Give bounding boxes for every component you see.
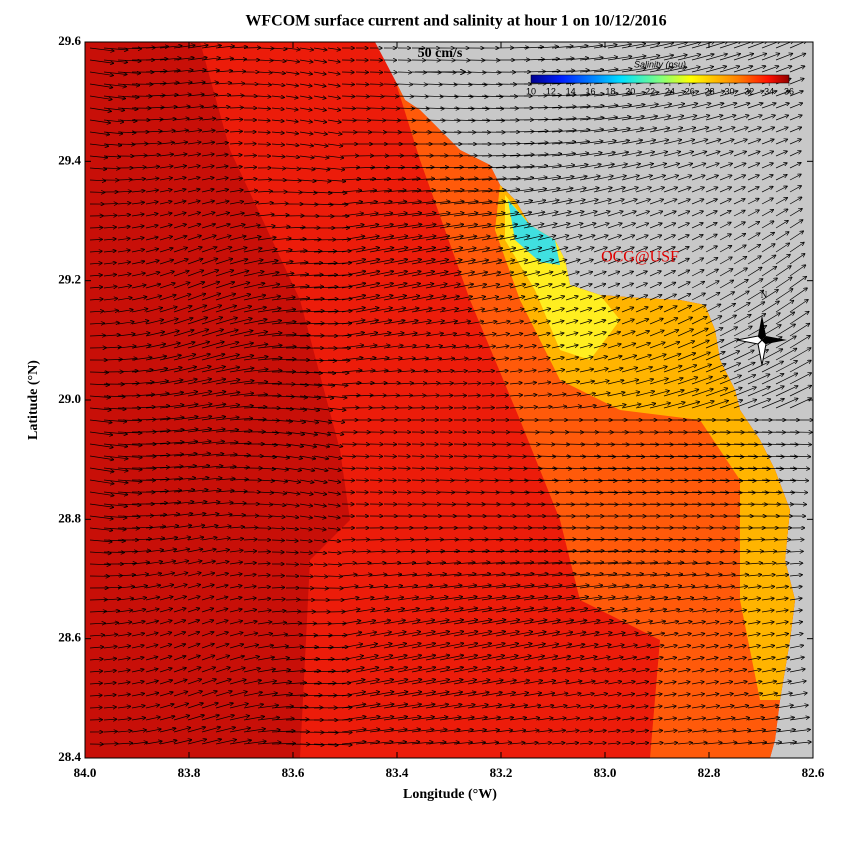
colorbar-tick-label: 28	[705, 86, 715, 96]
x-tick-label: 83.8	[178, 765, 201, 780]
x-tick-label: 83.4	[386, 765, 409, 780]
scale-arrow-label: 50 cm/s	[418, 46, 463, 61]
title: WFCOM surface current and salinity at ho…	[245, 13, 666, 30]
colorbar-tick-label: 26	[685, 86, 695, 96]
colorbar-tick-label: 16	[586, 86, 596, 96]
colorbar-tick-label: 34	[764, 86, 774, 96]
colorbar	[531, 75, 789, 83]
y-tick-label: 29.4	[58, 152, 81, 167]
y-tick-label: 28.4	[58, 749, 81, 764]
colorbar-tick-label: 10	[526, 86, 536, 96]
x-axis-label: Longitude (°W)	[403, 787, 497, 802]
x-tick-label: 82.6	[802, 765, 825, 780]
colorbar-tick-label: 12	[546, 86, 556, 96]
x-tick-label: 83.6	[282, 765, 305, 780]
x-tick-label: 82.8	[698, 765, 721, 780]
x-tick-label: 83.0	[594, 765, 617, 780]
y-tick-label: 28.6	[58, 630, 81, 645]
y-tick-label: 28.8	[58, 510, 81, 525]
x-tick-label: 83.2	[490, 765, 513, 780]
watermark: OCG@USF	[601, 249, 679, 266]
colorbar-tick-label: 18	[605, 86, 615, 96]
current-vector	[412, 539, 428, 540]
colorbar-title: Salinity (psu)	[634, 59, 686, 69]
colorbar-tick-label: 20	[625, 86, 635, 96]
x-tick-label: 84.0	[74, 765, 97, 780]
colorbar-tick-label: 22	[645, 86, 655, 96]
y-axis-label: Latitude (°N)	[26, 360, 41, 440]
colorbar-tick-label: 14	[566, 86, 576, 96]
map-area	[85, 41, 813, 758]
colorbar-tick-label: 30	[724, 86, 734, 96]
y-tick-label: 29.2	[58, 272, 81, 287]
colorbar-tick-label: 24	[665, 86, 675, 96]
compass-label: N	[761, 290, 768, 300]
y-tick-label: 29.0	[58, 391, 81, 406]
colorbar-tick-label: 36	[784, 86, 794, 96]
y-tick-label: 29.6	[58, 33, 81, 48]
colorbar-tick-label: 32	[744, 86, 754, 96]
